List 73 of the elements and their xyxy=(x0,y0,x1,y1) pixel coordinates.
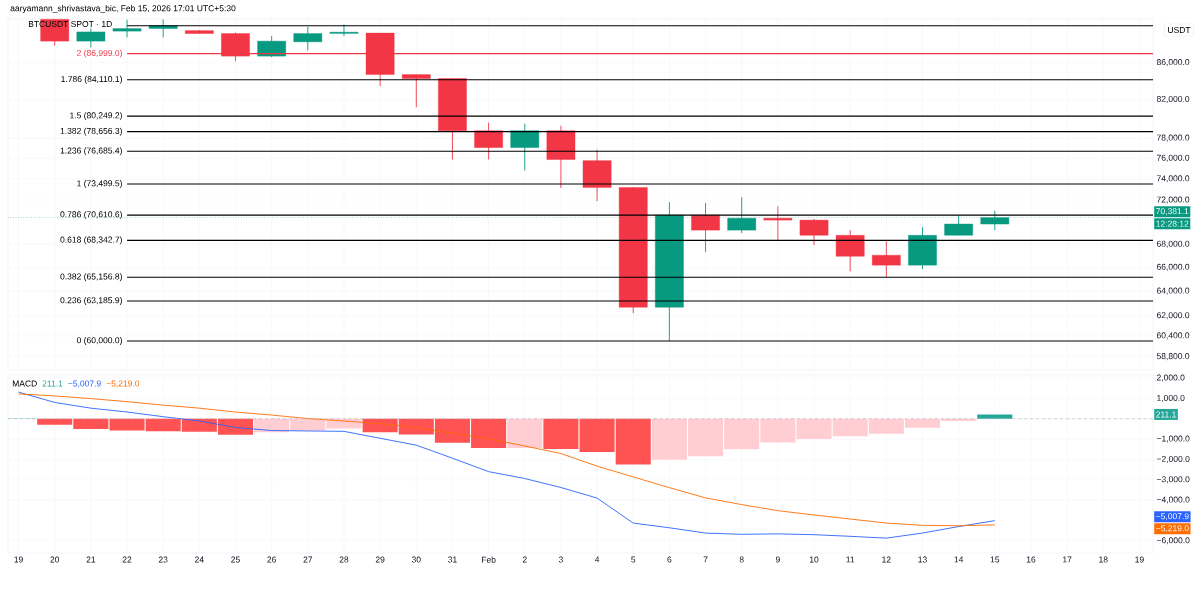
x-tick-label: 13 xyxy=(918,556,927,563)
x-tick-label: 30 xyxy=(411,556,421,563)
y-tick-label: 64,000.0 xyxy=(1156,287,1190,295)
ref-line-label: 1.5 (80,249.2) xyxy=(70,112,122,121)
y-tick-label: 2,000.0 xyxy=(1156,374,1185,382)
ref-line-label: 0.786 (70,610.6) xyxy=(60,211,122,220)
annotation: 211.1 xyxy=(42,380,63,387)
x-tick-label: 7 xyxy=(703,556,708,563)
ref-line-label: 1.382 (78,656.3) xyxy=(60,127,122,136)
y-tick-label: −1,000.0 xyxy=(1156,435,1190,443)
y-tick-label: −3,000.0 xyxy=(1156,476,1190,484)
chart-title: aaryamann_shrivastava_bic, Feb 15, 2026 17:01 UTC+5:30 xyxy=(10,5,236,13)
ref-line-label: 1.236 (76,685.4) xyxy=(60,147,122,156)
y-tick-label: 76,000.0 xyxy=(1156,154,1190,162)
text: 12:28:12 xyxy=(1156,220,1189,227)
x-tick-label: 24 xyxy=(195,556,204,563)
ref-line-label: 70,381.1 xyxy=(1156,208,1189,216)
ref-line-label: 1.786 (84,110.1) xyxy=(61,75,122,84)
text: −5,219.0 xyxy=(1156,525,1189,533)
x-tick-label: 2 xyxy=(522,556,527,563)
x-tick-label: Feb xyxy=(481,556,496,563)
ref-line-label: 2 (86,999.0) xyxy=(77,49,122,58)
y-axis-title: USDT xyxy=(1168,26,1191,33)
x-tick-label: 3 xyxy=(558,556,563,563)
chart-title: MACD xyxy=(12,380,37,387)
y-tick-label: −2,000.0 xyxy=(1156,455,1190,463)
x-tick-label: 26 xyxy=(267,556,277,563)
ref-line-label: 0.618 (68,342.7) xyxy=(60,236,122,245)
ref-line-label: 0.236 (63,185.9) xyxy=(60,297,122,305)
y-tick-label: 1,000.0 xyxy=(1157,394,1185,402)
x-tick-label: 19 xyxy=(1135,556,1144,563)
y-tick-label: −6,000.0 xyxy=(1156,537,1190,545)
x-tick-label: 16 xyxy=(1026,556,1036,563)
x-tick-label: 12 xyxy=(882,556,891,563)
x-tick-label: 6 xyxy=(667,556,672,563)
y-tick-label: −4,000.0 xyxy=(1156,496,1190,504)
annotation: −5,007.9 xyxy=(68,380,101,388)
x-tick-label: 22 xyxy=(122,556,132,563)
x-tick-label: 31 xyxy=(448,556,457,563)
x-tick-label: 4 xyxy=(594,556,600,563)
ref-line-label: 0.382 (65,156.8) xyxy=(60,273,122,282)
x-tick-label: 20 xyxy=(50,556,60,563)
text: 211.1 xyxy=(1156,411,1176,418)
x-tick-label: 21 xyxy=(86,556,96,563)
ref-line-label: 1 (73,499.5) xyxy=(77,180,122,189)
x-tick-label: 15 xyxy=(990,556,1000,563)
x-tick-label: 8 xyxy=(739,556,744,563)
annotation: −5,219.0 xyxy=(106,380,140,388)
ref-line-label: 0 (60,000.0) xyxy=(76,337,122,345)
x-tick-label: 17 xyxy=(1063,556,1072,563)
x-tick-label: 25 xyxy=(231,556,240,563)
y-tick-label: 74,000.0 xyxy=(1156,175,1190,183)
x-tick-label: 27 xyxy=(303,556,313,563)
y-tick-label: 58,800.0 xyxy=(1156,353,1190,361)
x-tick-label: 5 xyxy=(631,556,636,563)
x-tick-label: 19 xyxy=(14,556,23,563)
text: −5,007.9 xyxy=(1156,513,1189,521)
x-tick-label: 9 xyxy=(775,556,780,563)
y-tick-label: 68,000.0 xyxy=(1156,240,1190,248)
x-tick-label: 11 xyxy=(846,556,855,563)
x-tick-label: 10 xyxy=(809,556,819,563)
x-tick-label: 28 xyxy=(339,556,349,563)
x-tick-label: 14 xyxy=(954,556,964,563)
y-tick-label: 78,000.0 xyxy=(1156,134,1190,142)
y-tick-label: 72,000.0 xyxy=(1156,196,1190,204)
x-tick-label: 18 xyxy=(1099,556,1108,563)
x-tick-label: 29 xyxy=(375,556,385,563)
y-tick-label: 62,000.0 xyxy=(1156,312,1190,320)
y-tick-label: 66,000.0 xyxy=(1156,263,1190,271)
y-tick-label: 60,400.0 xyxy=(1156,332,1190,340)
y-tick-label: 86,000.0 xyxy=(1156,59,1190,67)
x-tick-label: 23 xyxy=(158,556,168,563)
y-tick-label: 82,000.0 xyxy=(1156,95,1190,103)
